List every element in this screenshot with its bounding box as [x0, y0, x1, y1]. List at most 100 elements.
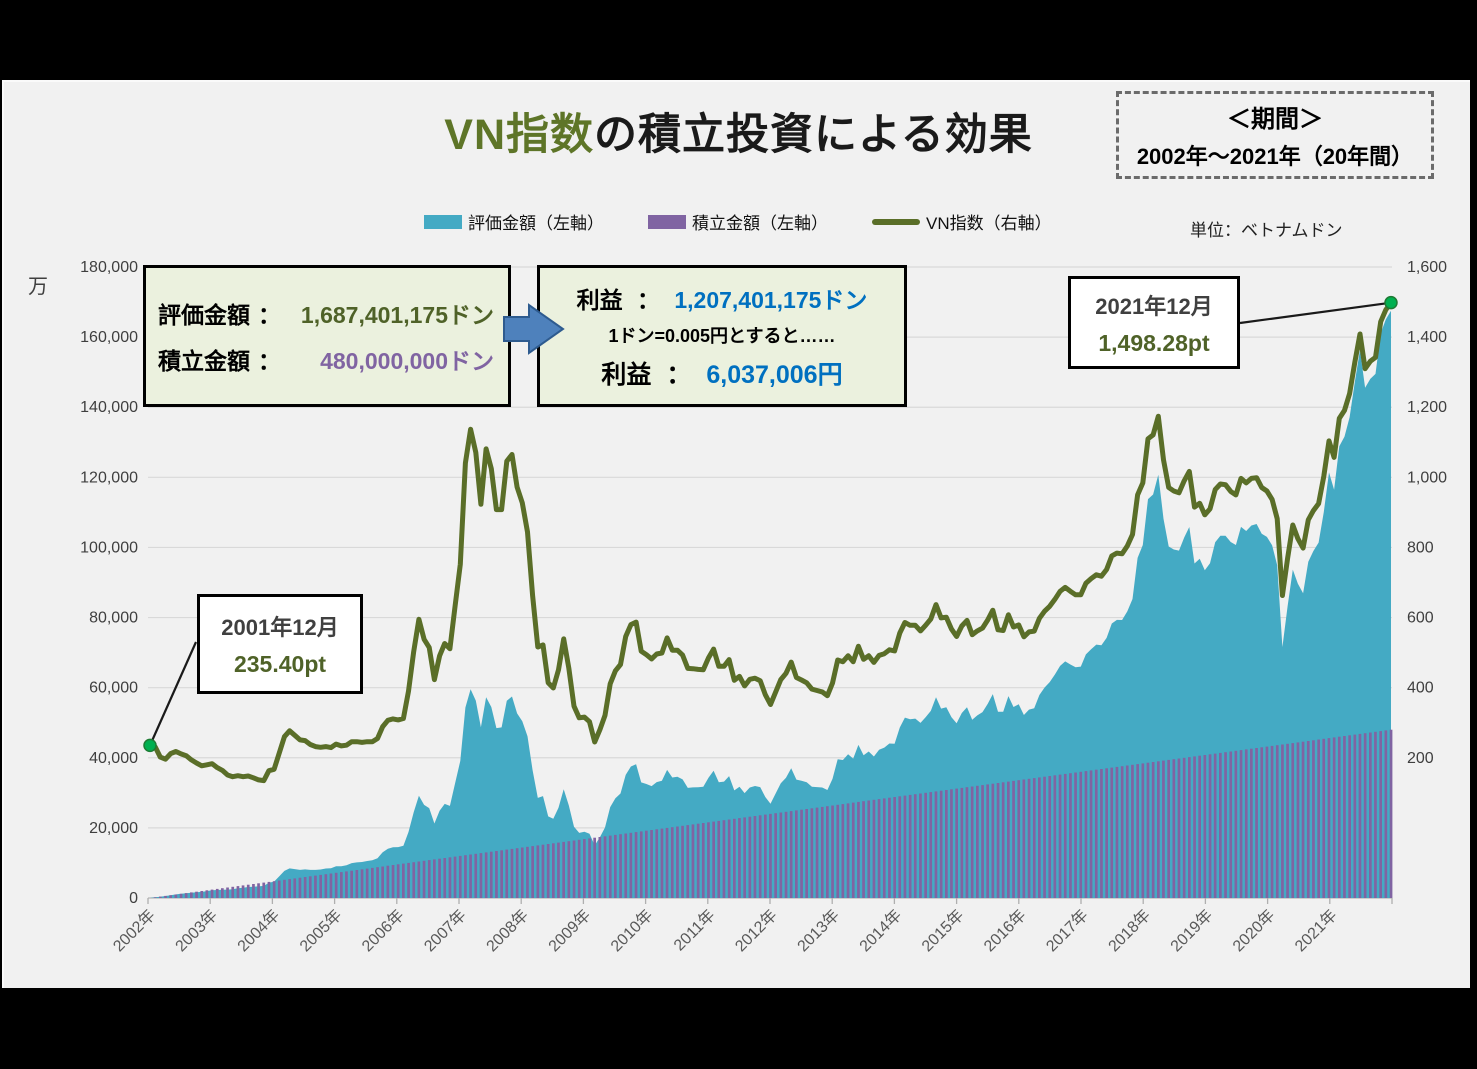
x-axis-tick-label: 2007年	[421, 906, 470, 955]
contribution-bar	[1182, 757, 1186, 898]
contribution-bar	[1296, 742, 1300, 898]
contribution-bar	[1301, 741, 1305, 898]
legend-label: 積立金額（左軸）	[692, 214, 828, 233]
contribution-bar	[634, 832, 638, 898]
contribution-bar	[1038, 777, 1041, 898]
contribution-bar	[526, 846, 529, 898]
profit-label: 利益	[576, 287, 623, 313]
right-axis-tick-label: 800	[1407, 539, 1434, 556]
contribution-bar	[676, 826, 679, 898]
contribution-bar	[872, 799, 876, 898]
valuation-label: 評価金額	[158, 302, 250, 328]
contribution-bar	[1084, 771, 1088, 898]
x-axis-tick-label: 2017年	[1043, 906, 1092, 955]
left-axis-tick-label: 160,000	[80, 329, 138, 346]
contribution-bar	[1286, 743, 1289, 898]
x-axis-tick-label: 2020年	[1229, 906, 1278, 955]
x-axis-tick-label: 2014年	[856, 906, 905, 955]
contribution-bar	[1001, 782, 1005, 898]
contribution-bar	[1198, 755, 1201, 898]
contribution-bar	[308, 876, 312, 898]
contribution-bar	[836, 804, 840, 898]
contribution-bar	[303, 877, 307, 898]
vn-index-line-series	[147, 300, 1394, 784]
contribution-bar	[252, 884, 255, 898]
left-axis-tick-label: 80,000	[89, 610, 138, 627]
contribution-bar	[831, 805, 834, 898]
contribution-bar	[1162, 760, 1165, 898]
contribution-bar	[779, 812, 783, 898]
left-axis-tick-label: 20,000	[89, 820, 138, 837]
contribution-bar	[820, 806, 824, 898]
contribution-bar	[639, 831, 643, 898]
contribution-bar	[696, 823, 700, 898]
contribution-bar	[1188, 757, 1191, 898]
contribution-bar	[184, 893, 188, 898]
contribution-bar	[748, 816, 752, 898]
contribution-bar	[1027, 778, 1031, 898]
contribution-bar	[939, 790, 943, 898]
contribution-bar	[1125, 765, 1129, 898]
legend-item-valuation: 評価金額（左軸）	[424, 209, 604, 234]
contribution-label: 積立金額	[158, 348, 250, 374]
contribution-bar	[1131, 764, 1134, 898]
callout-end-value: 1,498.28pt	[1098, 329, 1210, 356]
legend-label: 評価金額（左軸）	[468, 214, 604, 233]
left-axis-tick-label: 100,000	[80, 539, 138, 556]
contribution-bar	[583, 839, 586, 898]
contribution-bar	[1213, 753, 1217, 898]
contribution-bar	[903, 795, 907, 898]
contribution-bar	[396, 864, 400, 898]
contribution-bar	[1063, 773, 1067, 898]
contribution-bar	[1348, 735, 1351, 898]
contribution-bar	[1327, 738, 1331, 898]
contribution-bar	[588, 838, 591, 898]
period-heading: ＜期間＞	[1227, 106, 1323, 133]
contribution-bar	[1281, 744, 1284, 898]
contribution-bar	[479, 853, 483, 898]
contribution-bar	[1079, 771, 1083, 898]
start-point-marker	[143, 738, 157, 753]
contribution-bar	[210, 889, 214, 898]
contribution-bar	[614, 834, 617, 898]
contribution-bar	[1239, 750, 1243, 898]
unit-label: 単位：ベトナムドン	[1190, 221, 1343, 240]
contribution-bar	[371, 867, 374, 898]
contribution-bar	[769, 813, 772, 898]
contribution-bar	[422, 860, 426, 898]
contribution-bar	[453, 856, 457, 898]
contribution-bar	[169, 895, 172, 898]
legend-label: VN指数（右軸）	[926, 214, 1052, 233]
profit-label: 利益	[601, 361, 652, 389]
contribution-bar	[976, 785, 979, 898]
contribution-bar	[1260, 747, 1264, 898]
valuation-swatch-icon	[424, 214, 462, 229]
contribution-bar	[205, 890, 209, 898]
profit-box: 利益 ： 1,207,401,175ドン 1ドン=0.005円とすると…… 利益…	[537, 265, 907, 407]
contribution-bar	[314, 875, 317, 898]
contribution-bar	[257, 883, 260, 898]
contribution-bar	[190, 892, 193, 898]
callout-end: 2021年12月 1,498.28pt	[1068, 276, 1240, 369]
contribution-bar	[608, 835, 612, 898]
right-axis-tick-label: 1,200	[1407, 399, 1447, 416]
contribution-bar	[546, 844, 550, 898]
x-axis-tick-label: 2004年	[234, 906, 283, 955]
contribution-bar	[1017, 780, 1021, 898]
contribution-bar	[324, 874, 328, 898]
left-axis-tick-label: 60,000	[89, 680, 138, 697]
contribution-bar	[272, 881, 276, 898]
contribution-bar	[500, 850, 503, 898]
contribution-bar	[1291, 743, 1295, 898]
summary-box: 評価金額 ： 1,687,401,175ドン 積立金額 ： 480,000,00…	[143, 265, 511, 407]
contribution-bar	[391, 865, 395, 898]
contribution-bar	[1048, 776, 1052, 898]
callout-end-leader-line	[1239, 301, 1392, 325]
contribution-bar	[1317, 739, 1320, 898]
contribution-bar	[826, 806, 829, 898]
contribution-bar	[298, 877, 302, 898]
contribution-bar	[345, 871, 348, 898]
contribution-bar	[283, 879, 286, 898]
contribution-bar	[350, 870, 353, 898]
